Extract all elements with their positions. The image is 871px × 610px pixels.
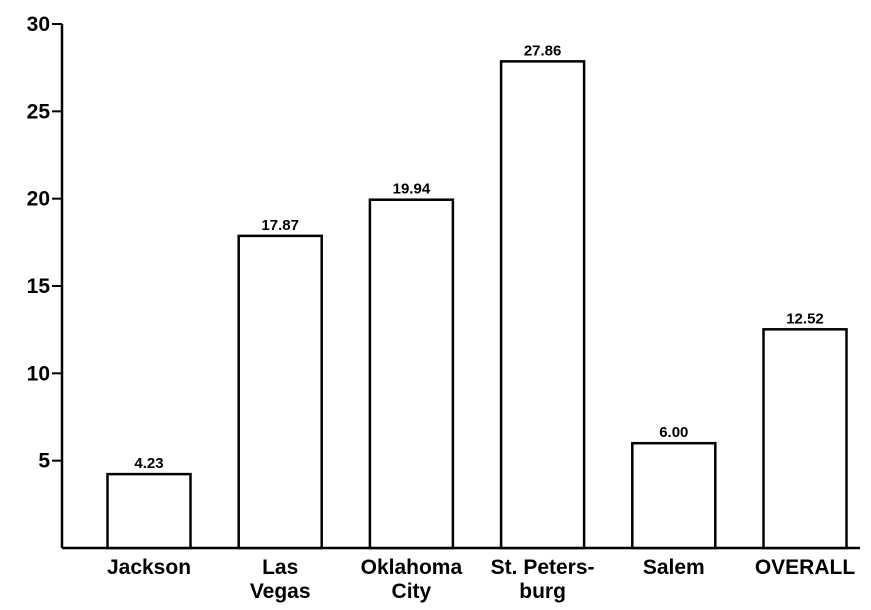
y-tick-label: 20 [27,188,50,211]
bar [762,328,848,550]
bar [368,198,455,550]
y-tick-label: 5 [38,450,50,473]
x-tick-label: OVERALL [755,556,856,579]
value-label: 17.87 [261,217,299,234]
value-label: 19.94 [393,181,431,198]
x-tick-label: St. Peters-burg [491,556,595,603]
x-tick-label: Salem [643,556,705,579]
x-tick-label: Las Vegas [250,556,311,603]
y-tick-label: 15 [27,275,51,298]
bar [106,472,192,550]
y-tick-label: 10 [27,362,50,385]
x-tick-label: Oklahoma City [361,556,463,603]
value-label: 4.23 [134,455,163,472]
y-tick-label: 30 [27,13,50,36]
bar [237,234,323,550]
value-label: 12.52 [786,310,824,327]
bar [631,441,717,550]
value-label: 6.00 [659,424,688,441]
value-label: 27.86 [524,42,562,59]
x-tick-label: Jackson [107,556,191,579]
y-tick-label: 25 [27,100,51,123]
bar [499,60,586,550]
